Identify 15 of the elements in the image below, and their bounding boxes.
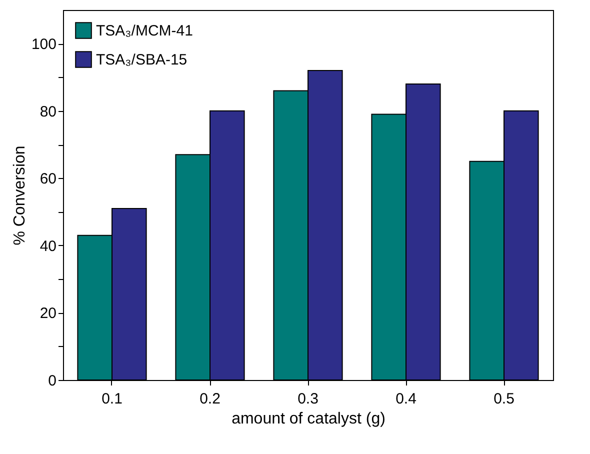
x-tick-label: 0.1	[102, 390, 122, 408]
legend-label: TSA₃/MCM-41	[96, 22, 193, 40]
x-tick-label: 0.4	[396, 390, 416, 408]
x-axis-title: amount of catalyst (g)	[232, 410, 386, 428]
y-axis-title: % Conversion	[11, 146, 28, 246]
y-tick-label: 100	[31, 36, 56, 54]
legend-label: TSA₃/SBA-15	[96, 52, 188, 68]
y-tick-label: 20	[40, 305, 56, 322]
x-tick-label: 0.2	[200, 390, 220, 408]
y-tick-label: 40	[40, 238, 56, 255]
y-tick-label: 60	[40, 170, 56, 188]
y-tick-label: 0	[48, 372, 56, 390]
x-tick-label: 0.5	[494, 390, 514, 408]
x-tick-label: 0.3	[298, 390, 318, 408]
y-tick-label: 80	[40, 103, 56, 120]
